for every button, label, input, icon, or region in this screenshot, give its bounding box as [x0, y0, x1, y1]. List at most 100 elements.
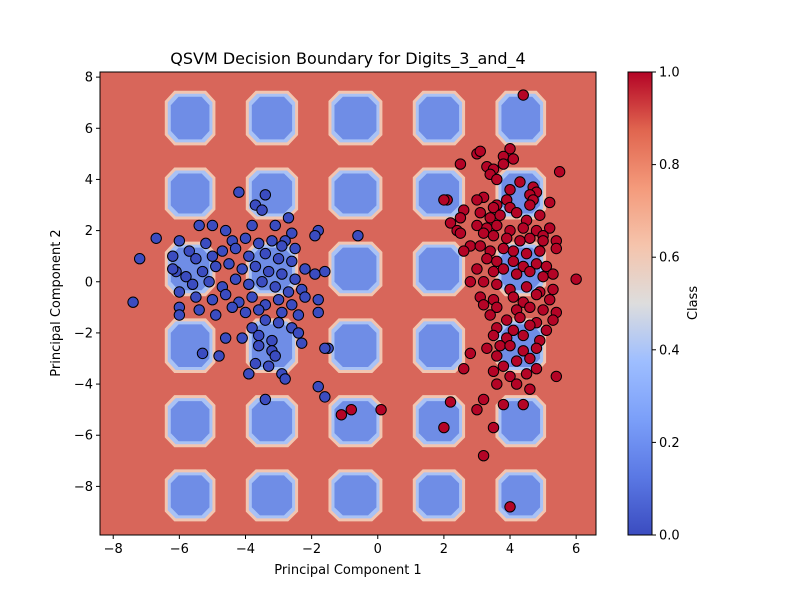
- data-point-class1: [494, 209, 506, 221]
- data-point-class1: [544, 222, 556, 234]
- data-point-class0: [206, 293, 219, 306]
- data-point-class1: [494, 340, 506, 352]
- data-point-class0: [289, 242, 301, 255]
- data-point-class0: [246, 322, 258, 334]
- data-point-class1: [375, 403, 387, 416]
- data-point-class1: [454, 158, 467, 170]
- data-point-class0: [219, 332, 232, 344]
- y-tick-label: 8: [85, 71, 93, 86]
- region-class0: [418, 475, 460, 516]
- x-tick-label: −4: [236, 542, 255, 557]
- data-point-class1: [491, 278, 503, 291]
- data-point-class0: [309, 268, 321, 280]
- data-point-class1: [534, 209, 546, 221]
- data-point-class0: [292, 327, 305, 339]
- data-points: [127, 89, 582, 513]
- region-class0: [418, 247, 460, 291]
- data-point-class1: [524, 352, 536, 365]
- data-point-class0: [262, 265, 275, 278]
- data-point-class0: [259, 314, 272, 326]
- data-point-class0: [272, 293, 285, 306]
- data-point-class0: [239, 306, 252, 319]
- data-point-class0: [269, 350, 281, 362]
- data-point-class0: [276, 306, 288, 319]
- data-point-class0: [299, 291, 311, 303]
- data-point-class1: [547, 283, 559, 296]
- data-point-class1: [471, 403, 483, 416]
- data-point-class1: [553, 166, 566, 178]
- data-point-class1: [464, 276, 477, 288]
- data-point-class0: [249, 357, 262, 370]
- data-point-class0: [203, 276, 215, 288]
- data-point-class1: [484, 309, 496, 321]
- data-point-class0: [206, 219, 219, 232]
- data-point-class1: [335, 409, 348, 421]
- data-point-class1: [497, 398, 510, 411]
- colorbar-label: Class: [686, 286, 701, 320]
- data-point-class0: [133, 253, 146, 265]
- colorbar-gradient: [627, 71, 653, 536]
- data-point-class0: [173, 309, 186, 321]
- x-axis-label: Principal Component 1: [274, 563, 421, 578]
- data-point-class0: [167, 250, 179, 262]
- data-point-class0: [279, 373, 291, 385]
- x-axis-ticks: −8 −6 −4 −2 0 2 4 6: [104, 535, 580, 557]
- data-point-class1: [507, 324, 520, 337]
- data-point-class1: [491, 301, 503, 314]
- data-point-class1: [487, 329, 500, 342]
- data-point-class0: [276, 268, 288, 280]
- colorbar-tick-label: 0.8: [659, 158, 680, 173]
- data-point-class1: [504, 370, 516, 383]
- data-point-class1: [454, 212, 467, 224]
- data-point-class1: [520, 247, 533, 260]
- data-point-class1: [517, 398, 529, 411]
- x-tick-label: −2: [302, 542, 321, 557]
- data-point-class0: [256, 204, 268, 216]
- data-point-class0: [229, 242, 242, 255]
- data-point-class1: [487, 265, 500, 278]
- data-point-class1: [537, 270, 549, 283]
- colorbar-tick-label: 1.0: [659, 66, 680, 81]
- data-point-class1: [477, 450, 490, 462]
- region-class0: [334, 324, 377, 368]
- data-point-class0: [239, 232, 252, 244]
- data-point-class1: [458, 245, 470, 257]
- data-point-class0: [173, 235, 186, 247]
- data-point-class0: [253, 304, 265, 316]
- data-point-class1: [534, 245, 546, 257]
- data-point-class1: [444, 217, 457, 229]
- x-tick-label: 0: [374, 542, 382, 557]
- data-point-class0: [266, 334, 278, 347]
- data-point-class1: [504, 183, 516, 196]
- plot-area: [100, 72, 596, 535]
- data-point-class0: [243, 278, 255, 291]
- data-point-class0: [229, 273, 242, 285]
- y-tick-label: 4: [85, 173, 93, 188]
- data-point-class0: [272, 316, 285, 329]
- data-point-class1: [530, 363, 543, 375]
- data-point-class1: [524, 383, 536, 395]
- data-point-class0: [299, 263, 311, 275]
- region-class0: [334, 173, 377, 214]
- data-point-class0: [173, 286, 186, 298]
- colorbar-tick-label: 0.4: [659, 343, 680, 358]
- region-class0: [418, 401, 460, 442]
- data-point-class1: [477, 393, 490, 406]
- data-point-class1: [524, 319, 536, 331]
- data-point-class1: [504, 501, 516, 513]
- y-tick-label: 2: [85, 224, 93, 239]
- region-class0: [501, 96, 541, 140]
- data-point-class1: [464, 347, 477, 360]
- data-point-class1: [530, 342, 543, 354]
- region-class0: [251, 475, 293, 516]
- data-point-class1: [507, 255, 520, 267]
- data-point-class1: [504, 143, 516, 155]
- x-tick-label: 6: [572, 542, 580, 557]
- data-point-class0: [253, 237, 265, 250]
- data-point-class0: [266, 235, 278, 247]
- data-point-class1: [517, 345, 529, 357]
- y-axis-ticks: −8 −6 −4 −2 0 2 4 6 8: [74, 71, 100, 495]
- region-class0: [418, 324, 460, 368]
- region-class0: [418, 173, 460, 214]
